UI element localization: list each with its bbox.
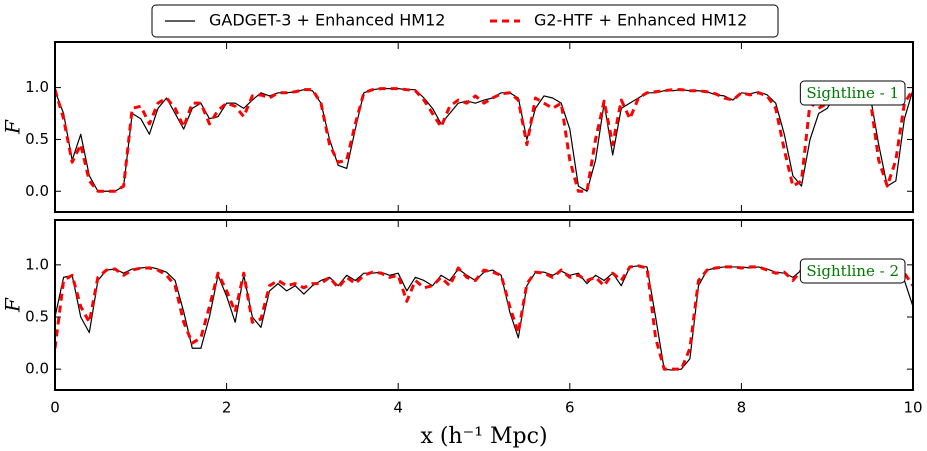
series-group <box>55 264 913 371</box>
x-tick-label: 10 <box>903 399 922 417</box>
y-tick-label: 0.5 <box>25 307 49 325</box>
legend-box <box>151 4 779 38</box>
annotation-box <box>799 258 906 284</box>
y-tick-label: 0.0 <box>25 182 49 200</box>
x-axis-label: x (h⁻¹ Mpc) <box>420 424 547 449</box>
y-tick-label: 1.0 <box>25 78 49 96</box>
y-tick-label: 0.5 <box>25 130 49 148</box>
y-axis-label: F <box>1 297 25 313</box>
y-tick-label: 1.0 <box>25 255 49 273</box>
x-tick-label: 2 <box>222 399 232 417</box>
x-tick-label: 4 <box>393 399 403 417</box>
y-tick-label: 0.0 <box>25 360 49 378</box>
legend-label: GADGET-3 + Enhanced HM12 <box>209 11 445 30</box>
x-tick-label: 6 <box>565 399 575 417</box>
annotation: Sightline - 2 <box>806 262 899 280</box>
series-group <box>55 87 913 193</box>
annotation-box <box>799 80 906 106</box>
x-tick-label: 8 <box>737 399 747 417</box>
annotation: Sightline - 1 <box>806 84 899 102</box>
legend-label: G2-HTF + Enhanced HM12 <box>534 11 747 30</box>
plot-frame <box>54 41 914 213</box>
data-line <box>55 265 913 371</box>
plot-frame <box>54 219 914 391</box>
y-axis-label: F <box>1 119 25 135</box>
x-tick-label: 0 <box>50 399 60 417</box>
data-line <box>55 264 913 371</box>
data-line <box>55 87 913 193</box>
